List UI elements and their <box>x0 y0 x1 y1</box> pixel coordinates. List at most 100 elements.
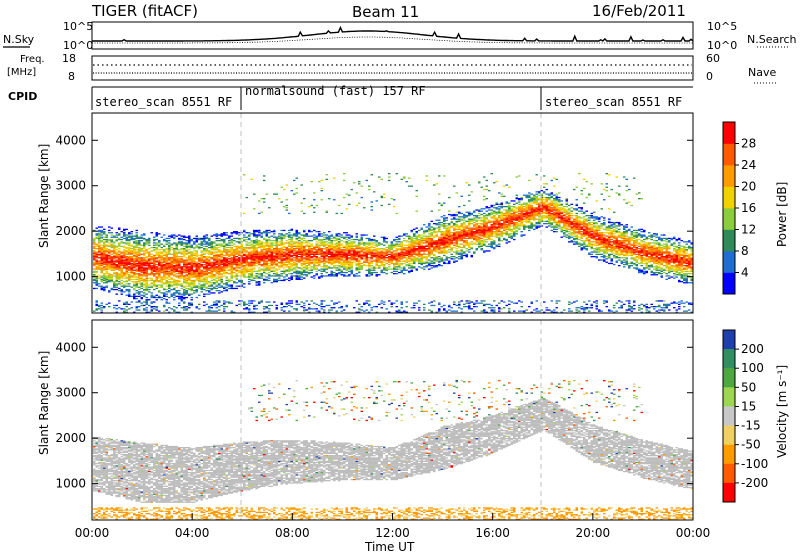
power-echo-cell <box>125 262 128 265</box>
power-echo-cell <box>450 258 453 260</box>
power-echo-cell <box>423 307 426 309</box>
power-echo-cell <box>425 175 428 177</box>
power-echo-cell <box>118 237 121 240</box>
power-echo-cell <box>238 250 241 252</box>
power-echo-cell <box>303 307 306 309</box>
power-echo-cell <box>98 237 101 240</box>
power-echo-cell <box>128 263 131 266</box>
power-echo-cell <box>120 258 123 260</box>
power-echo-cell <box>420 242 423 244</box>
power-echo-cell <box>448 229 451 232</box>
power-echo-cell <box>368 252 371 254</box>
power-echo-cell <box>113 265 116 267</box>
power-echo-cell <box>103 306 106 308</box>
power-echo-cell <box>425 241 428 243</box>
power-echo-cell <box>153 301 156 303</box>
power-echo-cell <box>190 245 193 247</box>
power-echo-cell <box>198 277 201 279</box>
power-echo-cell <box>408 235 411 237</box>
power-echo-cell <box>410 229 413 232</box>
power-echo-cell <box>155 252 158 254</box>
power-echo-cell <box>290 266 293 268</box>
power-echo-cell <box>345 256 348 258</box>
power-echo-cell <box>160 257 163 259</box>
power-echo-cell <box>105 265 108 267</box>
power-echo-cell <box>208 284 211 286</box>
power-echo-cell <box>405 261 408 263</box>
power-echo-cell <box>160 271 163 274</box>
power-echo-cell <box>400 242 403 244</box>
power-echo-cell <box>210 276 213 278</box>
power-echo-cell <box>95 253 98 255</box>
power-echo-cell <box>433 262 436 265</box>
power-echo-cell <box>343 262 346 265</box>
power-echo-cell <box>105 279 108 282</box>
power-echo-cell <box>430 310 433 312</box>
power-echo-cell <box>430 249 433 251</box>
power-echo-cell <box>133 262 136 265</box>
power-echo-cell <box>440 306 443 308</box>
power-echo-cell <box>303 251 306 253</box>
power-echo-cell <box>278 236 281 238</box>
power-echo-cell <box>320 275 323 277</box>
power-echo-cell <box>438 219 441 221</box>
power-echo-cell <box>178 279 181 282</box>
power-echo-cell <box>118 260 121 262</box>
power-echo-cell <box>195 246 198 249</box>
power-echo-cell <box>368 253 371 255</box>
power-echo-cell <box>250 253 253 255</box>
power-echo-cell <box>100 236 103 238</box>
power-echo-cell <box>340 265 343 267</box>
power-echo-cell <box>268 240 271 242</box>
power-echo-cell <box>190 271 193 274</box>
power-echo-cell <box>325 250 328 252</box>
power-echo-cell <box>288 245 291 247</box>
power-echo-cell <box>110 258 113 260</box>
power-echo-cell <box>288 258 291 260</box>
power-echo-cell <box>140 296 143 299</box>
power-echo-cell <box>130 251 133 253</box>
power-echo-cell <box>235 259 238 261</box>
power-echo-cell <box>223 248 226 250</box>
power-echo-cell <box>360 196 363 199</box>
power-echo-cell <box>413 259 416 261</box>
power-echo-cell <box>398 241 401 243</box>
power-echo-cell <box>210 241 213 243</box>
power-echo-cell <box>168 274 171 276</box>
power-echo-cell <box>410 259 413 261</box>
power-echo-cell <box>273 281 276 283</box>
power-echo-cell <box>108 291 111 293</box>
cpid-label: CPID <box>8 90 37 103</box>
power-echo-cell <box>370 258 373 260</box>
power-echo-cell <box>185 249 188 251</box>
power-echo-cell <box>263 308 266 310</box>
power-echo-cell <box>385 308 388 310</box>
power-echo-cell <box>390 257 393 259</box>
power-echo-cell <box>378 259 381 261</box>
power-echo-cell <box>295 301 298 303</box>
power-echo-cell <box>350 271 353 274</box>
power-echo-cell <box>280 234 283 236</box>
power-echo-cell <box>198 243 201 245</box>
power-echo-cell <box>325 237 328 240</box>
power-echo-cell <box>123 277 126 279</box>
power-echo-cell <box>185 278 188 280</box>
power-echo-cell <box>315 251 318 253</box>
power-echo-cell <box>180 276 183 278</box>
power-echo-cell <box>315 245 318 247</box>
power-echo-cell <box>430 245 433 247</box>
power-echo-cell <box>255 243 258 245</box>
power-echo-cell <box>438 251 441 253</box>
power-echo-cell <box>445 245 448 247</box>
power-echo-cell <box>403 269 406 271</box>
power-echo-cell <box>398 271 401 274</box>
power-echo-cell <box>95 227 98 229</box>
power-echo-cell <box>393 244 396 246</box>
power-echo-cell <box>425 265 428 267</box>
power-echo-cell <box>383 196 386 199</box>
power-echo-cell <box>305 274 308 276</box>
power-echo-cell <box>338 307 341 309</box>
power-echo-cell <box>183 253 186 255</box>
power-echo-cell <box>108 245 111 247</box>
power-echo-cell <box>308 303 311 305</box>
